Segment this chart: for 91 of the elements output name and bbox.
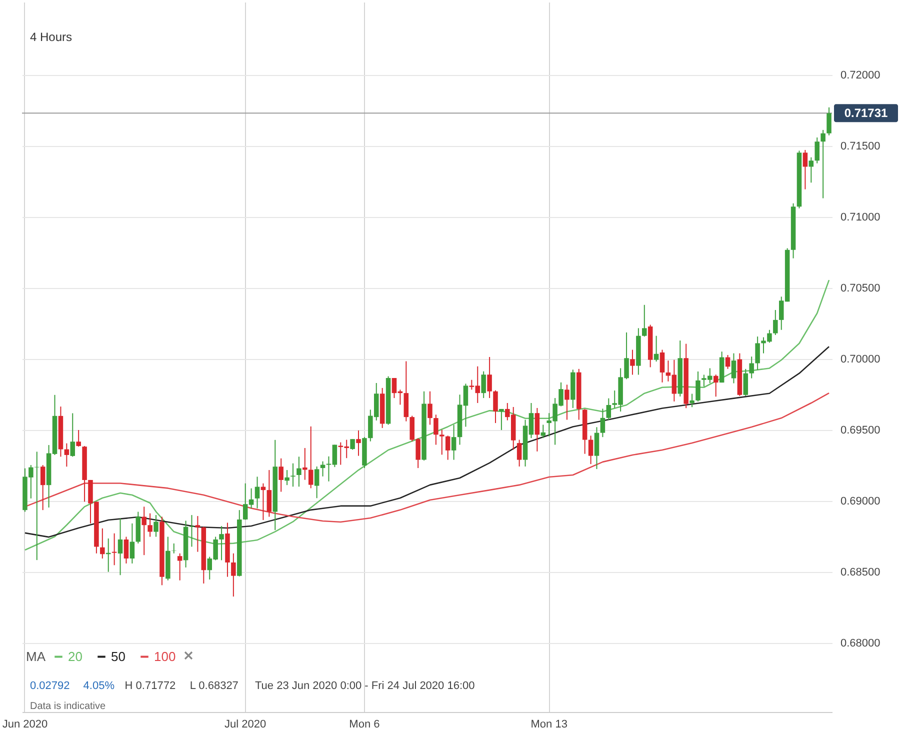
candlestick: [177, 552, 182, 581]
y-tick-label: 0.69000: [840, 495, 880, 508]
candlestick: [493, 390, 498, 424]
x-tick-label: Mon 6: [349, 718, 380, 730]
candlestick: [630, 349, 635, 376]
legend-label: 50: [111, 648, 126, 664]
candlestick: [350, 438, 355, 450]
candlestick: [820, 129, 826, 199]
candlestick: [76, 429, 81, 448]
candlestick: [314, 466, 320, 499]
candlestick: [64, 442, 70, 468]
candlestick: [808, 156, 814, 184]
candlestick: [600, 408, 606, 438]
y-tick-label: 0.71500: [840, 140, 880, 152]
candlestick: [34, 451, 40, 561]
y-tick-label: 0.72000: [840, 69, 880, 82]
candlestick: [826, 106, 832, 136]
candlestick: [219, 526, 224, 561]
candlestick: [755, 336, 760, 370]
candlestick: [731, 352, 736, 384]
candlestick: [171, 542, 176, 554]
candlestick: [278, 458, 284, 492]
candlestick: [434, 414, 438, 446]
candlestick: [516, 439, 522, 467]
candlestick: [802, 149, 808, 190]
y-tick-label: 0.70000: [840, 353, 880, 366]
candlestick: [594, 426, 600, 470]
candlestick: [725, 354, 730, 370]
y-tick-label: 0.69500: [840, 424, 880, 436]
annotation: Data is indicative: [30, 701, 106, 712]
candlestick: [70, 412, 76, 458]
candlestick: [154, 514, 158, 538]
candlestick: [564, 384, 570, 420]
candlestick: [487, 356, 492, 399]
legend-title: MA: [26, 649, 46, 664]
candlestick: [308, 426, 314, 489]
candlestick: [290, 462, 296, 488]
candlestick: [773, 310, 778, 336]
candlestick: [284, 470, 290, 486]
x-tick-label: Jun 2020: [2, 718, 48, 730]
candlestick: [440, 429, 444, 456]
candlestick: [148, 512, 152, 538]
y-tick-label: 0.71000: [840, 211, 880, 224]
legend-label: 100: [154, 648, 176, 664]
ref-line-label: 0.71731: [844, 106, 888, 120]
candlestick: [481, 370, 486, 399]
candlestick: [266, 470, 272, 518]
candlestick: [713, 374, 718, 398]
annotation: 4.05%: [83, 680, 115, 692]
candlestick: [254, 476, 260, 509]
candlestick: [100, 528, 105, 559]
candlestick: [540, 424, 546, 439]
candlestick: [743, 368, 748, 396]
y-tick-label: 0.70500: [840, 282, 880, 294]
candlestick: [296, 456, 302, 488]
legend-label: 20: [68, 648, 82, 664]
candlestick: [404, 360, 409, 422]
candlestick: [588, 435, 594, 465]
candlestick: [749, 356, 754, 379]
candlestick: [696, 370, 700, 402]
candlestick: [654, 335, 659, 362]
candlestick: [142, 506, 146, 556]
candlestick: [642, 304, 647, 338]
y-tick-label: 0.68500: [840, 566, 880, 578]
candlestick: [40, 464, 46, 511]
annotation: 0.02792: [30, 680, 70, 692]
candlestick: [451, 424, 456, 460]
text: 4 Hours: [30, 30, 72, 44]
candlestick: [124, 536, 129, 564]
candlestick: [690, 393, 694, 408]
candlestick: [356, 430, 361, 456]
candlestick: [534, 407, 540, 452]
candlestick: [660, 349, 665, 383]
candlestick: [302, 448, 308, 480]
y-tick-label: 0.68000: [840, 637, 880, 650]
candlestick: [112, 532, 117, 566]
annotation: H 0.71772: [124, 680, 176, 692]
annotation: Tue 23 Jun 2020 0:00 - Fri 24 Jul 2020 16:00: [255, 680, 475, 692]
annotation: L 0.68327: [190, 680, 238, 692]
x-tick-label: Mon 13: [530, 718, 568, 730]
x-tick-label: Jul 2020: [224, 718, 266, 730]
candlestick: [118, 518, 123, 576]
candlestick: [814, 136, 820, 164]
candlestick: [130, 522, 135, 564]
candlestick: [231, 552, 236, 598]
candlestick: [195, 516, 200, 552]
candlestick: [445, 435, 450, 460]
candlestick: [428, 390, 432, 426]
candlestick: [606, 398, 612, 421]
line-series: [24, 346, 830, 538]
candlestick: [499, 408, 504, 430]
